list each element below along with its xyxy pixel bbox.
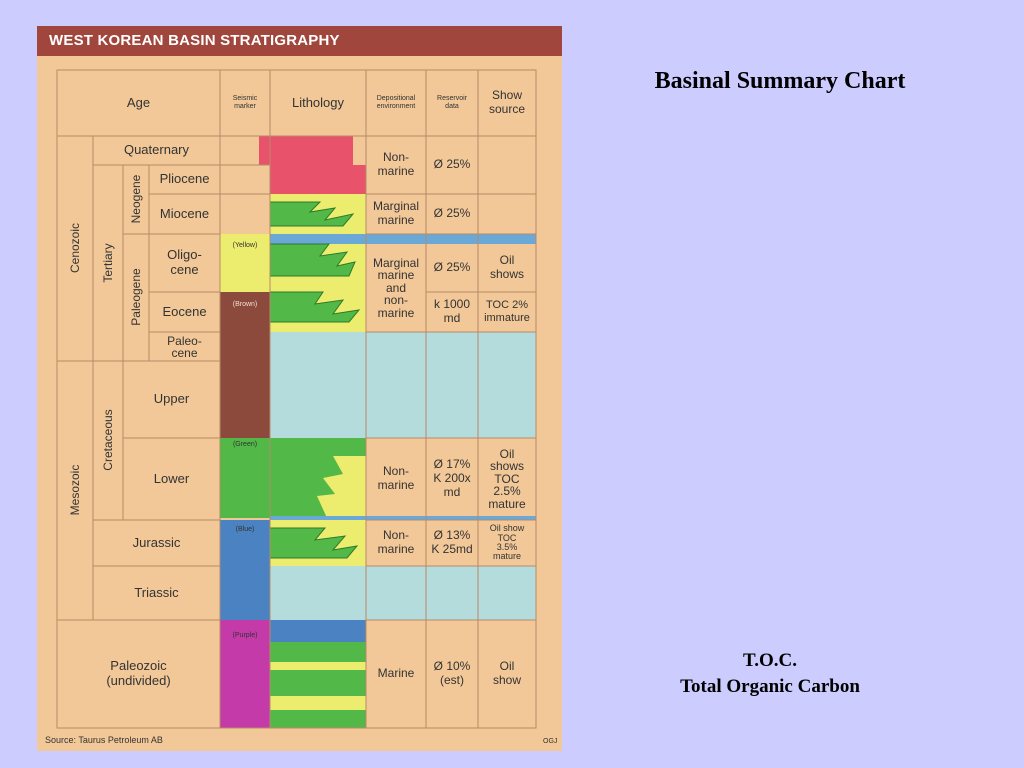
- stratigraphy-figure: WEST KOREAN BASIN STRATIGRAPHY Age Seism…: [37, 26, 562, 751]
- age-jurassic: Jurassic: [132, 534, 181, 550]
- toc-abbreviation: T.O.C.: [742, 650, 797, 671]
- depositional-miocene: Marginal marine: [372, 199, 420, 227]
- seismic-marker-purple: (Purple): [232, 631, 258, 639]
- sub-era-cretaceous: Cretaceous: [101, 409, 115, 471]
- show-eocene: TOC 2% immature: [484, 299, 530, 324]
- lithology-paleozoic-yellow-1: [270, 662, 366, 670]
- seismic-marker-green: (Green): [232, 440, 258, 448]
- light-blue-gap-paleocene-upper: [270, 332, 536, 438]
- age-lower-cretaceous: Lower: [153, 470, 190, 486]
- header-depositional-environment: Depositional environment: [376, 94, 416, 110]
- depositional-paleogene: Marginal marine and non- marine: [372, 255, 420, 320]
- lithology-paleozoic-green-3: [270, 710, 366, 728]
- lithology-eocene-green: [269, 291, 361, 323]
- seismic-green-column: [220, 438, 270, 518]
- sub-era-tertiary: Tertiary: [101, 243, 115, 283]
- grid-lines: [56, 69, 537, 729]
- age-upper-cretaceous: Upper: [153, 391, 190, 407]
- header-reservoir-data: Reservoir data: [437, 94, 467, 110]
- reservoir-miocene: Ø 25%: [433, 206, 471, 221]
- lithology-quaternary-pink: [259, 136, 353, 165]
- reservoir-eocene: k 1000 md: [433, 297, 471, 325]
- reservoir-quaternary: Ø 25%: [433, 157, 471, 172]
- header-show-source: Show source: [488, 88, 526, 116]
- seismic-marker-yellow: (Yellow): [232, 241, 258, 249]
- seismic-marker-blue: (Blue): [235, 525, 255, 533]
- age-oligocene: Oligo- cene: [167, 247, 202, 277]
- reservoir-oligocene: Ø 25%: [433, 260, 471, 275]
- slide-title: Basinal Summary Chart: [654, 68, 906, 94]
- header-seismic-marker: Seismic marker: [232, 94, 258, 110]
- lithology-wave-band-2: [270, 516, 536, 520]
- seismic-purple-column: [220, 620, 270, 728]
- figure-code: OGJ: [543, 738, 558, 745]
- light-blue-gap-triassic: [270, 566, 536, 620]
- reservoir-lower-cretaceous: Ø 17% K 200x md: [433, 457, 471, 499]
- lithology-paleozoic-blue: [270, 620, 366, 642]
- show-oligocene: Oil shows: [489, 253, 524, 281]
- sub-period-paleogene: Paleogene: [129, 268, 143, 326]
- stratigraphy-chart: [56, 69, 537, 729]
- figure-source: Source: Taurus Petroleum AB: [45, 735, 163, 745]
- header-lithology: Lithology: [291, 94, 345, 110]
- header-age: Age: [126, 94, 151, 110]
- age-paleocene: Paleo- cene: [167, 333, 202, 360]
- show-jurassic: Oil show TOC 3.5% mature: [489, 523, 525, 562]
- era-mesozoic: Mesozoic: [68, 464, 82, 516]
- age-eocene: Eocene: [162, 303, 207, 319]
- reservoir-paleozoic: Ø 10% (est): [433, 659, 471, 687]
- age-quaternary: Quaternary: [123, 142, 190, 158]
- depositional-jurassic: Non- marine: [377, 528, 415, 556]
- lithology-miocene-green: [269, 201, 355, 227]
- lithology-paleozoic-green-2: [270, 670, 366, 696]
- depositional-quaternary: Non- marine: [377, 150, 415, 178]
- seismic-blue-column: [220, 520, 270, 620]
- reservoir-jurassic: Ø 13% K 25md: [431, 528, 473, 556]
- lithology-jurassic-green: [269, 527, 359, 559]
- lithology-wave-band-1: [270, 234, 536, 244]
- depositional-paleozoic: Marine: [377, 666, 415, 681]
- age-paleozoic: Paleozoic (undivided): [106, 658, 171, 688]
- lithology-paleozoic-green-1: [270, 642, 366, 662]
- lithology-oligocene-green: [269, 243, 356, 277]
- show-paleozoic: Oil show: [492, 659, 521, 687]
- seismic-yellow-band: [220, 234, 270, 292]
- figure-title: WEST KOREAN BASIN STRATIGRAPHY: [49, 32, 340, 49]
- lithology-lower-cretaceous-zigzag: [317, 456, 366, 518]
- seismic-brown-column: [220, 292, 270, 438]
- toc-definition: Total Organic Carbon: [680, 676, 860, 697]
- lithology-paleozoic-yellow-2: [270, 696, 366, 710]
- lithology-pliocene-pink: [270, 165, 366, 194]
- figure-header-band: WEST KOREAN BASIN STRATIGRAPHY: [37, 26, 562, 56]
- age-triassic: Triassic: [134, 584, 179, 600]
- depositional-lower-cretaceous: Non- marine: [377, 464, 415, 492]
- sub-period-neogene: Neogene: [129, 174, 143, 224]
- age-pliocene: Pliocene: [159, 171, 210, 187]
- seismic-marker-brown: (Brown): [232, 300, 258, 308]
- age-miocene: Miocene: [159, 205, 210, 221]
- era-cenozoic: Cenozoic: [68, 222, 82, 274]
- show-lower-cretaceous: Oil shows TOC 2.5% mature: [488, 446, 526, 511]
